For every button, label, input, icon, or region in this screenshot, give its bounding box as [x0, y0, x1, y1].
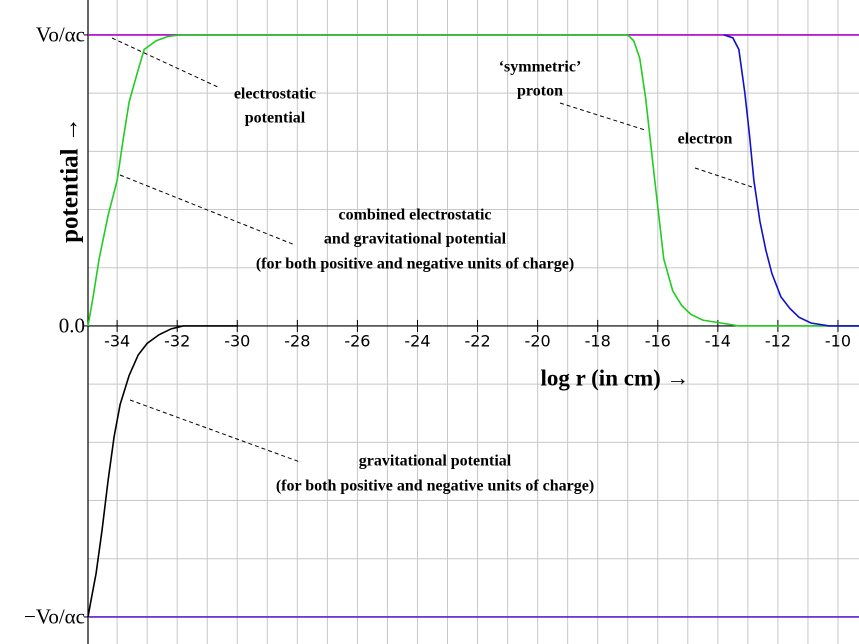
- x-tick-label: -28: [284, 331, 310, 350]
- annotation: combined electrostatic: [339, 207, 492, 224]
- annotation: (for both positive and negative units of…: [276, 478, 594, 495]
- x-tick-label: -32: [164, 331, 190, 350]
- x-tick-label: -14: [705, 331, 731, 350]
- annotation: (for both positive and negative units of…: [256, 256, 574, 273]
- x-tick-label: -18: [585, 331, 611, 350]
- x-tick-label: -34: [104, 331, 130, 350]
- x-tick-label: -20: [525, 331, 551, 350]
- x-tick-label: -26: [344, 331, 370, 350]
- y-axis-label: potential →: [57, 117, 84, 243]
- x-tick-label: -16: [645, 331, 671, 350]
- x-tick-label: -30: [224, 331, 250, 350]
- y-tick-label: Vo/αc: [36, 23, 85, 47]
- annotation: electron: [678, 131, 733, 148]
- annotation: and gravitational potential: [324, 231, 507, 248]
- annotation: electrostatic: [234, 86, 316, 103]
- y-tick-label: 0.0: [59, 314, 85, 338]
- y-tick-label: −Vo/αc: [24, 605, 85, 629]
- leader-line: [129, 399, 301, 463]
- annotation: gravitational potential: [359, 453, 512, 470]
- grid: -34 -32 -30 -28 -26 -24 -22 -20 -18 -16 -14 -12 -10 V…: [24, 0, 859, 644]
- annotation: potential: [245, 110, 306, 127]
- leader-line: [559, 102, 646, 131]
- x-tick-label: -10: [825, 331, 851, 350]
- leaders: [111, 37, 756, 463]
- x-tick-label: -24: [404, 331, 430, 350]
- x-tick-label: -12: [765, 331, 791, 350]
- annotation: proton: [517, 83, 563, 100]
- x-axis-label: log r (in cm) →: [540, 365, 689, 390]
- leader-line: [694, 167, 756, 189]
- annotation: ‘symmetric’: [499, 59, 582, 76]
- series-line: [87, 34, 859, 327]
- series-line: [723, 34, 859, 327]
- plot: [87, 34, 859, 618]
- series-line: [87, 325, 238, 618]
- leader-line: [119, 174, 296, 246]
- leader-line: [111, 37, 221, 89]
- x-tick-label: -22: [464, 331, 490, 350]
